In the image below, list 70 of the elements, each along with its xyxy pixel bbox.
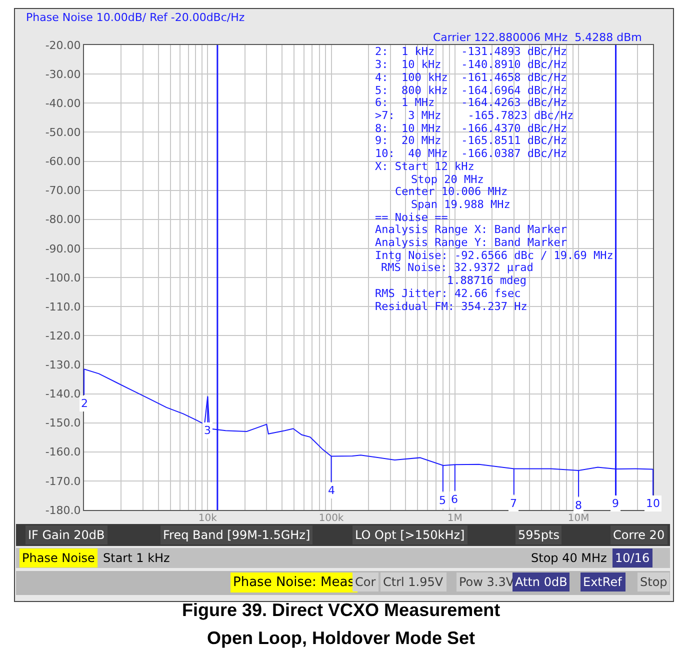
- text: Ctrl 1.95V: [383, 575, 444, 589]
- x-tick-label: 1M: [447, 513, 462, 524]
- annotation: RMS Noise: 32.9372 µrad: [381, 261, 534, 274]
- text: Stop 40 MHz: [531, 551, 607, 565]
- annotation: 4: 100 kHz -161.4658 dBc/Hz: [375, 71, 568, 84]
- text: Start 1 kHz: [103, 551, 170, 565]
- annotation: 2: 1 kHz -131.4893 dBc/Hz: [375, 45, 568, 58]
- y-tick-label: -30.00: [45, 68, 81, 81]
- x-tick-label: 100k: [318, 513, 344, 524]
- annotation: >7: 3 MHz -165.7823 dBc/Hz: [375, 109, 574, 122]
- annotation: 9: 20 MHz -165.8511 dBc/Hz: [375, 134, 568, 147]
- annotation: Residual FM: 354.237 Hz: [375, 300, 528, 313]
- annotation: 8: 10 MHz -166.4370 dBc/Hz: [375, 122, 568, 135]
- text: Stop: [640, 575, 668, 589]
- y-tick-label: -90.00: [45, 242, 81, 256]
- y-tick-label: -120.0: [45, 329, 81, 342]
- text: Freq Band [99M-1.5GHz]: [163, 528, 310, 542]
- text: Pow 3.3V: [459, 575, 515, 589]
- annotation: 8: [575, 499, 582, 512]
- text: 10/16: [615, 551, 650, 565]
- annotation: Center 10.006 MHz: [395, 185, 508, 198]
- annotation: 10: [646, 497, 660, 510]
- y-tick-label: -150.0: [45, 416, 81, 430]
- text: Carrier 122.880006 MHz 5.4288 dBm: [433, 31, 642, 44]
- annotation: Analysis Range X: Band Marker: [375, 223, 568, 236]
- y-tick-label: -180.0: [45, 504, 81, 517]
- y-tick-label: -60.00: [45, 155, 81, 168]
- y-tick-label: -170.0: [45, 474, 81, 488]
- annotation: 6: [451, 493, 458, 506]
- annotation: == Noise ==: [375, 211, 448, 224]
- text: ExtRef: [583, 575, 623, 589]
- y-tick-label: -80.00: [45, 213, 81, 226]
- text: Corre 20: [613, 528, 665, 542]
- annotation: 5: [439, 494, 446, 507]
- y-tick-label: -50.00: [45, 126, 81, 140]
- caption: Figure 39. Direct VCXO Measurement: [182, 600, 500, 620]
- y-tick-label: -40.00: [45, 96, 81, 110]
- annotation: 5: 800 kHz -164.6964 dBc/Hz: [375, 84, 568, 97]
- annotation: Intg Noise: -92.6566 dBc / 19.69 MHz: [375, 249, 614, 262]
- annotation: Span 19.988 MHz: [411, 198, 510, 211]
- annotation: Stop 20 MHz: [411, 173, 484, 186]
- x-tick-label: 10M: [568, 513, 590, 524]
- text: Cor: [355, 575, 376, 589]
- x-tick-label: 10k: [198, 513, 218, 524]
- text: IF Gain 20dB: [28, 528, 105, 542]
- y-tick-label: -70.00: [45, 184, 81, 198]
- y-tick-label: -130.0: [45, 358, 81, 372]
- y-tick-label: -20.00: [45, 38, 81, 52]
- annotation: 10: 40 MHz -166.0387 dBc/Hz: [375, 147, 568, 160]
- annotation: 3: 10 kHz -140.8910 dBc/Hz: [375, 58, 568, 71]
- annotation: X: Start 12 kHz: [375, 160, 474, 173]
- annotation: 6: 1 MHz -164.4263 dBc/Hz: [375, 96, 568, 109]
- text: LO Opt [>150kHz]: [355, 528, 465, 542]
- chart-title: Phase Noise 10.00dB/ Ref -20.00dBc/Hz: [26, 11, 245, 24]
- text: Attn 0dB: [515, 575, 568, 589]
- text: Open Loop, Holdover Mode Set: [207, 628, 476, 648]
- y-tick-label: -110.0: [45, 300, 81, 314]
- y-tick-label: -160.0: [45, 446, 81, 459]
- y-tick-label: -140.0: [45, 388, 81, 401]
- annotation: 2: [81, 397, 88, 410]
- annotation: 9: [612, 497, 619, 510]
- annotation: 7: [510, 497, 517, 510]
- text: 595pts: [518, 528, 560, 542]
- annotation: 4: [328, 484, 335, 497]
- text: Phase Noise: Meas: [233, 575, 355, 590]
- annotation: Analysis Range Y: Band Marker: [375, 236, 568, 249]
- y-tick-label: -100.0: [45, 271, 81, 284]
- annotation: 1.88716 mdeg: [447, 274, 526, 287]
- text: Phase Noise: [22, 551, 95, 565]
- annotation: RMS Jitter: 42.66 fsec: [375, 287, 521, 300]
